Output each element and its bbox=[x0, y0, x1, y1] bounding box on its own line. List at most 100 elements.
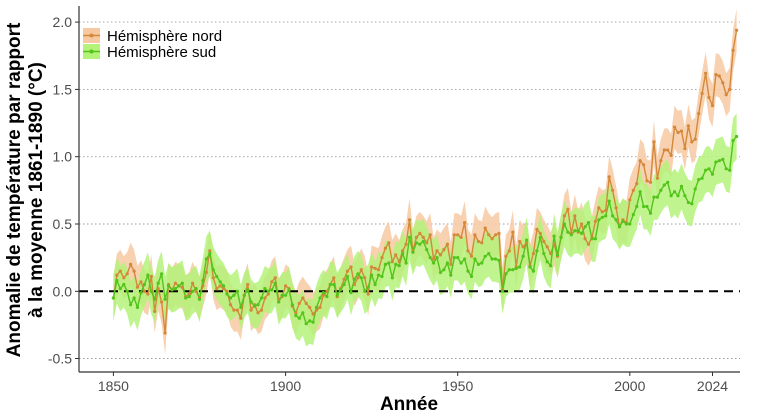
data-point-south bbox=[383, 262, 387, 266]
data-point-south bbox=[721, 157, 725, 161]
data-point-south bbox=[697, 178, 701, 182]
data-point-north bbox=[404, 242, 408, 246]
data-point-south bbox=[115, 278, 119, 283]
data-point-south bbox=[576, 229, 580, 233]
data-point-south bbox=[132, 296, 136, 300]
data-point-north bbox=[507, 249, 511, 253]
data-point-north bbox=[370, 265, 374, 269]
data-point-south bbox=[387, 261, 391, 265]
data-point-north bbox=[428, 233, 432, 237]
data-point-south bbox=[731, 139, 735, 143]
data-point-north bbox=[218, 284, 222, 288]
data-point-south bbox=[404, 261, 408, 265]
data-point-north bbox=[714, 73, 718, 77]
data-point-south bbox=[638, 190, 642, 194]
data-point-south bbox=[208, 252, 212, 256]
data-point-north bbox=[297, 301, 301, 305]
data-point-north bbox=[614, 206, 618, 210]
data-point-south bbox=[590, 237, 594, 241]
data-point-north bbox=[673, 125, 677, 129]
data-point-north bbox=[263, 296, 267, 300]
data-point-south bbox=[259, 296, 264, 300]
data-point-north bbox=[452, 233, 456, 237]
x-axis-title: Année bbox=[380, 394, 438, 415]
data-point-south bbox=[235, 289, 239, 293]
data-point-south bbox=[111, 296, 115, 300]
x-tick-label: 1900 bbox=[270, 378, 301, 394]
data-point-south bbox=[580, 231, 584, 235]
data-point-north bbox=[659, 159, 663, 163]
data-point-north bbox=[225, 289, 229, 293]
data-point-south bbox=[559, 235, 563, 239]
data-point-south bbox=[277, 300, 281, 304]
data-point-north bbox=[642, 163, 646, 167]
data-point-north bbox=[215, 287, 219, 291]
data-point-south bbox=[339, 288, 343, 292]
data-point-north bbox=[432, 257, 436, 261]
y-tick-label: 1.0 bbox=[53, 149, 73, 165]
data-point-south bbox=[648, 211, 653, 215]
data-point-south bbox=[170, 288, 174, 292]
data-point-south bbox=[545, 260, 549, 264]
data-point-south bbox=[304, 322, 308, 326]
data-point-north bbox=[531, 252, 536, 256]
data-point-north bbox=[301, 296, 305, 300]
data-point-north bbox=[662, 148, 666, 152]
data-point-south bbox=[249, 300, 253, 304]
data-point-south bbox=[535, 249, 539, 253]
data-point-south bbox=[611, 214, 615, 218]
data-point-south bbox=[700, 176, 704, 180]
data-point-south bbox=[686, 200, 691, 205]
data-point-north bbox=[552, 242, 556, 246]
legend-key-north-point bbox=[89, 33, 94, 38]
data-point-south bbox=[679, 184, 684, 188]
data-point-north bbox=[304, 301, 308, 305]
data-point-south bbox=[473, 257, 477, 261]
data-point-south bbox=[635, 204, 639, 209]
data-point-north bbox=[438, 253, 443, 257]
data-point-south bbox=[332, 282, 336, 287]
data-point-north bbox=[129, 262, 133, 266]
data-point-south bbox=[673, 190, 677, 194]
data-point-south bbox=[593, 237, 598, 241]
data-point-north bbox=[724, 93, 728, 97]
data-point-south bbox=[456, 256, 460, 260]
data-point-south bbox=[538, 235, 542, 239]
data-point-south bbox=[373, 282, 377, 287]
y-axis-title-line-2: à la moyenne 1861-1890 (°C) bbox=[26, 62, 47, 318]
data-point-north bbox=[201, 284, 205, 288]
data-point-north bbox=[318, 305, 322, 309]
data-point-south bbox=[642, 204, 646, 209]
data-point-north bbox=[700, 91, 704, 96]
data-point-south bbox=[683, 194, 687, 198]
data-point-south bbox=[225, 292, 229, 296]
data-point-north bbox=[497, 231, 501, 235]
data-point-south bbox=[349, 291, 353, 295]
data-point-north bbox=[707, 95, 711, 100]
legend-item-south: Hémisphère sud bbox=[83, 44, 216, 61]
data-point-north bbox=[593, 219, 598, 223]
data-point-north bbox=[352, 282, 356, 287]
data-point-north bbox=[359, 268, 363, 272]
data-point-south bbox=[263, 287, 267, 291]
data-point-south bbox=[149, 289, 153, 293]
data-point-north bbox=[332, 276, 336, 280]
x-tick-label: 2024 bbox=[697, 378, 728, 394]
data-point-north bbox=[628, 198, 632, 202]
data-point-north bbox=[679, 129, 684, 133]
data-point-north bbox=[586, 242, 591, 246]
data-point-south bbox=[555, 253, 560, 257]
data-point-south bbox=[246, 288, 250, 292]
data-point-south bbox=[621, 219, 625, 223]
data-point-north bbox=[235, 308, 239, 312]
data-point-south bbox=[232, 293, 236, 297]
data-point-north bbox=[735, 28, 739, 32]
data-point-north bbox=[132, 269, 136, 273]
legend-key-south-point bbox=[89, 49, 94, 54]
data-point-south bbox=[735, 134, 739, 139]
data-point-north bbox=[683, 147, 687, 151]
data-point-north bbox=[721, 81, 725, 85]
data-point-north bbox=[538, 231, 542, 235]
data-point-north bbox=[480, 241, 484, 245]
